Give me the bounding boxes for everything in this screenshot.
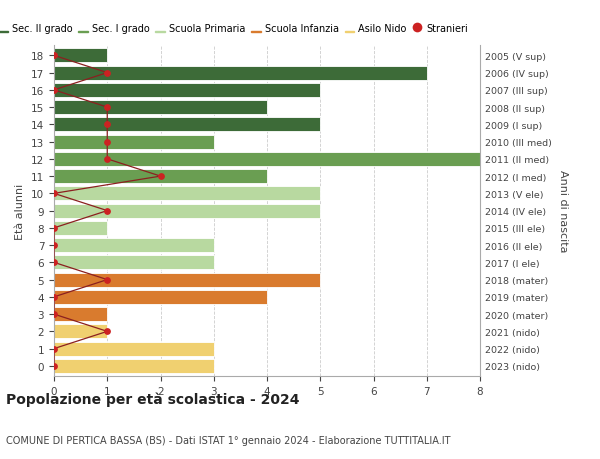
Point xyxy=(156,173,166,180)
Point xyxy=(49,52,59,60)
Y-axis label: Età alunni: Età alunni xyxy=(16,183,25,239)
Bar xyxy=(54,308,107,321)
Point xyxy=(103,207,112,215)
Point xyxy=(49,345,59,353)
Point xyxy=(103,104,112,112)
Point xyxy=(103,70,112,77)
Bar xyxy=(54,152,480,167)
Point xyxy=(103,328,112,335)
Bar xyxy=(54,221,107,235)
Bar xyxy=(54,170,267,184)
Bar xyxy=(54,290,267,304)
Bar xyxy=(54,342,214,356)
Point xyxy=(103,121,112,129)
Point xyxy=(103,276,112,284)
Bar xyxy=(54,187,320,201)
Point xyxy=(49,224,59,232)
Bar xyxy=(54,359,214,373)
Bar xyxy=(54,101,267,115)
Point xyxy=(49,259,59,266)
Point xyxy=(103,139,112,146)
Bar xyxy=(54,118,320,132)
Bar xyxy=(54,135,214,149)
Bar xyxy=(54,239,214,252)
Bar xyxy=(54,49,107,63)
Point xyxy=(103,156,112,163)
Point xyxy=(49,87,59,94)
Bar xyxy=(54,273,320,287)
Y-axis label: Anni di nascita: Anni di nascita xyxy=(559,170,568,252)
Point xyxy=(49,190,59,197)
Text: Popolazione per età scolastica - 2024: Popolazione per età scolastica - 2024 xyxy=(6,392,299,406)
Point xyxy=(49,311,59,318)
Bar xyxy=(54,256,214,270)
Point xyxy=(49,242,59,249)
Legend: Sec. II grado, Sec. I grado, Scuola Primaria, Scuola Infanzia, Asilo Nido, Stran: Sec. II grado, Sec. I grado, Scuola Prim… xyxy=(0,20,472,38)
Point xyxy=(49,362,59,369)
Bar xyxy=(54,325,107,339)
Bar xyxy=(54,67,427,80)
Bar xyxy=(54,84,320,98)
Point xyxy=(49,294,59,301)
Bar xyxy=(54,204,320,218)
Text: COMUNE DI PERTICA BASSA (BS) - Dati ISTAT 1° gennaio 2024 - Elaborazione TUTTITA: COMUNE DI PERTICA BASSA (BS) - Dati ISTA… xyxy=(6,435,451,445)
